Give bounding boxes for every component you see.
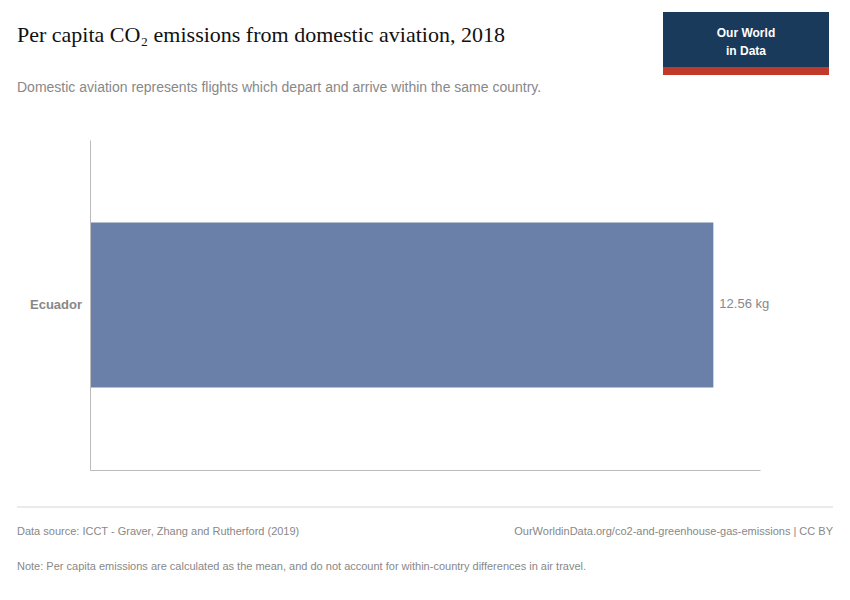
logo-stripe <box>663 67 829 75</box>
bars <box>90 223 713 388</box>
data-labels: 12.56 kg <box>719 296 769 311</box>
logo-text: in Data <box>726 44 766 58</box>
title: Per capita CO₂ emissions from domestic a… <box>17 22 505 47</box>
note: Note: Per capita emissions are calculate… <box>17 560 586 572</box>
footer: Data source: ICCT - Graver, Zhang and Ru… <box>17 525 834 572</box>
chart: Per capita CO₂ emissions from domestic a… <box>0 0 850 600</box>
x-axis-line <box>91 470 761 471</box>
x-axis <box>91 470 761 471</box>
y-tick-label: Ecuador <box>30 297 82 312</box>
subtitle: Domestic aviation represents flights whi… <box>17 79 541 95</box>
bar <box>90 223 713 388</box>
y-tick: Ecuador <box>30 297 90 312</box>
url: OurWorldinData.org/co2-and-greenhouse-ga… <box>514 525 833 537</box>
logo: Our World in Data <box>663 12 829 75</box>
y-axis: Ecuador <box>30 141 91 471</box>
logo-text: Our World <box>717 26 775 40</box>
y-axis-line <box>90 141 91 471</box>
data-label: 12.56 kg <box>719 296 769 311</box>
logo-box <box>663 12 829 67</box>
data-source: Data source: ICCT - Graver, Zhang and Ru… <box>17 525 299 537</box>
footer-separator <box>17 507 833 508</box>
